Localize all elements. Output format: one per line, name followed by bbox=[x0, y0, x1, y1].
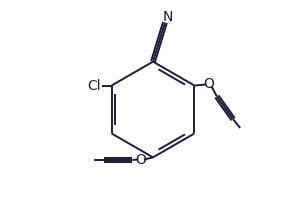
Text: O: O bbox=[136, 153, 147, 167]
Text: N: N bbox=[162, 10, 173, 24]
Text: Cl: Cl bbox=[87, 79, 101, 93]
Text: O: O bbox=[203, 78, 214, 92]
